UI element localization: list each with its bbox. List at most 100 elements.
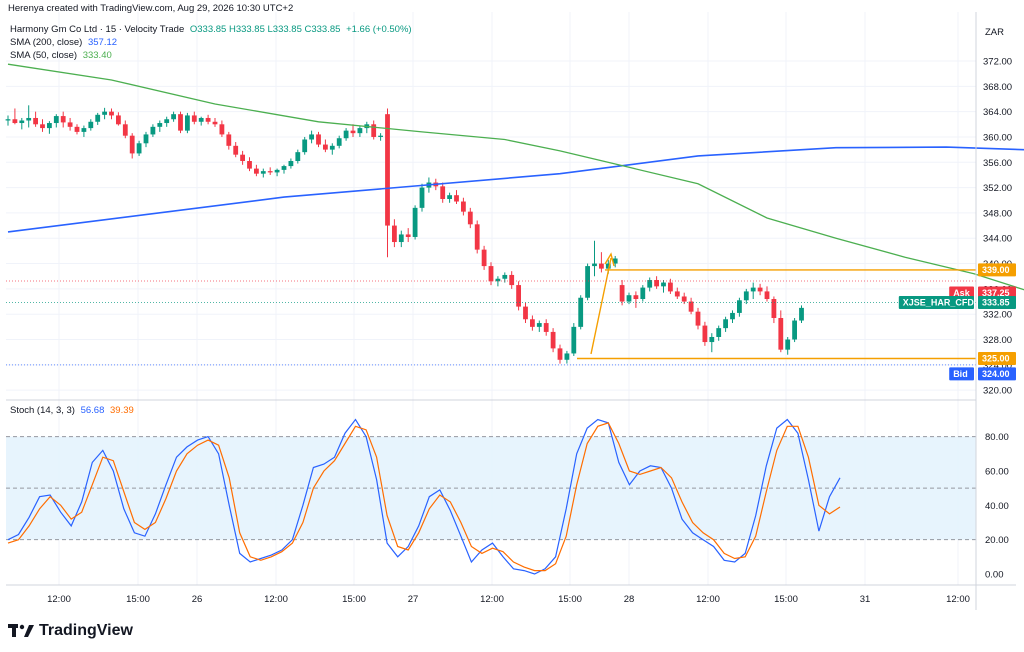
price-tick-label[interactable]: 348.00	[983, 208, 1012, 219]
candle-body[interactable]	[585, 266, 590, 298]
candle-body[interactable]	[323, 144, 328, 150]
candle-body[interactable]	[40, 124, 45, 129]
candle-body[interactable]	[398, 234, 404, 243]
candle-body[interactable]	[281, 166, 287, 170]
candle-body[interactable]	[592, 263, 597, 267]
trend-arrow-line[interactable]	[590, 257, 612, 355]
candle-body[interactable]	[792, 320, 797, 340]
candle-body[interactable]	[523, 306, 528, 320]
candle-body[interactable]	[247, 161, 252, 169]
candle-body[interactable]	[778, 317, 784, 350]
candle-body[interactable]	[81, 128, 87, 132]
candle-body[interactable]	[254, 168, 259, 174]
currency-label[interactable]: ZAR	[985, 27, 1004, 38]
time-tick-label[interactable]: 15:00	[342, 594, 366, 605]
candle-body[interactable]	[357, 128, 363, 134]
candle-body[interactable]	[405, 234, 411, 237]
time-tick-label[interactable]: 31	[860, 594, 871, 605]
candle-body[interactable]	[316, 134, 321, 145]
price-tick-label[interactable]: 372.00	[983, 57, 1012, 68]
symbol-legend[interactable]: Harmony Gm Co Ltd · 15 · Velocity Trade …	[10, 24, 415, 35]
candle-body[interactable]	[19, 120, 25, 124]
candle-body[interactable]	[164, 119, 170, 124]
candle-body[interactable]	[288, 161, 294, 167]
candle-body[interactable]	[336, 138, 342, 146]
price-tick-label[interactable]: 344.00	[983, 234, 1012, 245]
candle-body[interactable]	[516, 285, 521, 307]
candle-body[interactable]	[730, 312, 735, 320]
candle-body[interactable]	[502, 274, 508, 279]
candlestick-series[interactable]	[5, 105, 804, 364]
candle-body[interactable]	[674, 291, 680, 297]
time-tick-label[interactable]: 28	[624, 594, 635, 605]
sma50-legend[interactable]: SMA (50, close) 333.40	[10, 50, 115, 61]
candle-body[interactable]	[543, 323, 549, 332]
candle-body[interactable]	[343, 130, 349, 139]
price-tick-label[interactable]: 324.00	[983, 360, 1012, 371]
candle-body[interactable]	[385, 114, 390, 226]
candle-body[interactable]	[785, 339, 791, 350]
sma200-label[interactable]: SMA (200, close)	[10, 37, 83, 48]
candle-body[interactable]	[116, 115, 121, 125]
candle-body[interactable]	[53, 116, 59, 124]
candle-body[interactable]	[233, 145, 239, 155]
candle-body[interactable]	[302, 139, 308, 153]
candle-body[interactable]	[757, 287, 763, 292]
candle-body[interactable]	[612, 258, 618, 264]
candle-body[interactable]	[509, 274, 515, 286]
stoch-label[interactable]: Stoch (14, 3, 3)	[10, 405, 75, 416]
candle-body[interactable]	[550, 331, 556, 349]
candle-body[interactable]	[619, 285, 625, 302]
candle-body[interactable]	[129, 135, 135, 154]
stoch-tick-label[interactable]: 40.00	[985, 501, 1009, 512]
candle-body[interactable]	[157, 123, 163, 127]
candle-body[interactable]	[267, 171, 273, 173]
candle-body[interactable]	[309, 134, 314, 140]
candle-body[interactable]	[47, 123, 52, 129]
candle-body[interactable]	[702, 325, 708, 343]
candle-body[interactable]	[329, 145, 335, 150]
price-tick-label[interactable]: 328.00	[983, 335, 1012, 346]
candle-body[interactable]	[626, 295, 632, 302]
candle-body[interactable]	[26, 117, 32, 121]
candle-body[interactable]	[578, 297, 584, 327]
candle-body[interactable]	[5, 119, 11, 121]
price-tick-label[interactable]: 352.00	[983, 183, 1012, 194]
time-tick-label[interactable]: 12:00	[946, 594, 970, 605]
candle-body[interactable]	[447, 195, 452, 199]
candle-body[interactable]	[178, 114, 183, 131]
candle-body[interactable]	[191, 115, 197, 122]
stoch-tick-label[interactable]: 20.00	[985, 535, 1009, 546]
candle-body[interactable]	[33, 117, 38, 125]
candle-body[interactable]	[350, 130, 356, 134]
candle-body[interactable]	[95, 114, 101, 122]
candle-body[interactable]	[564, 353, 570, 360]
candle-body[interactable]	[371, 124, 377, 137]
sma200-legend[interactable]: SMA (200, close) 357.12	[10, 37, 120, 48]
candle-body[interactable]	[212, 121, 218, 125]
candle-body[interactable]	[67, 122, 73, 127]
candle-body[interactable]	[461, 201, 466, 212]
candle-body[interactable]	[295, 152, 301, 162]
candle-body[interactable]	[716, 328, 722, 337]
time-tick-label[interactable]: 12:00	[696, 594, 720, 605]
candle-body[interactable]	[171, 114, 176, 120]
candle-body[interactable]	[536, 323, 542, 327]
candle-body[interactable]	[274, 169, 280, 173]
candle-body[interactable]	[219, 124, 225, 135]
candle-body[interactable]	[688, 301, 694, 312]
candle-body[interactable]	[771, 299, 777, 318]
candle-body[interactable]	[488, 266, 494, 282]
candle-body[interactable]	[481, 249, 487, 267]
candle-body[interactable]	[557, 348, 563, 360]
candle-body[interactable]	[205, 117, 211, 122]
stoch-tick-label[interactable]: 0.00	[985, 570, 1004, 581]
time-tick-label[interactable]: 15:00	[126, 594, 150, 605]
candle-body[interactable]	[799, 307, 804, 321]
stoch-legend[interactable]: Stoch (14, 3, 3) 56.68 39.39	[10, 405, 137, 416]
candle-body[interactable]	[571, 326, 577, 354]
candle-body[interactable]	[640, 287, 646, 300]
candle-body[interactable]	[136, 143, 142, 154]
candle-body[interactable]	[695, 311, 701, 326]
